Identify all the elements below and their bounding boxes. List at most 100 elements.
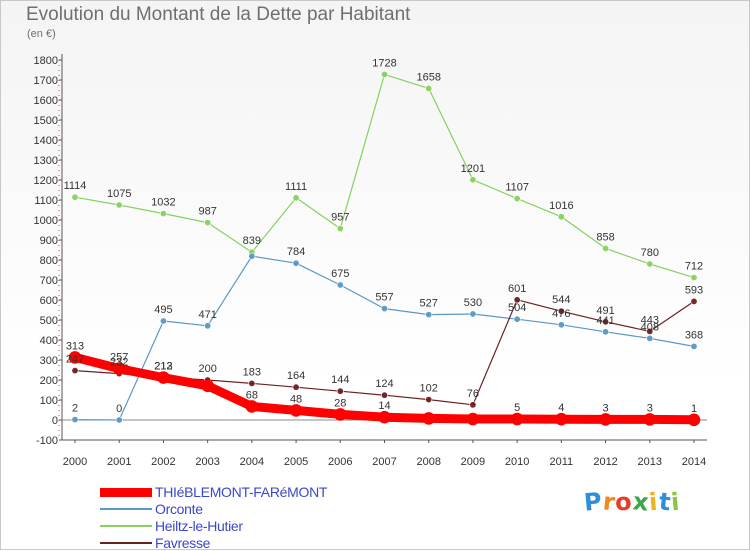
data-point [380,70,388,78]
y-tick-label: 1700 [34,75,58,87]
y-tick-label: 1200 [34,175,58,187]
x-tick-label: 2002 [151,456,175,468]
data-point [71,193,79,201]
data-label: 858 [596,231,614,243]
data-point [159,317,167,325]
data-point [602,318,610,326]
y-tick-label: 800 [40,255,58,267]
legend-swatch [100,487,152,497]
data-label: 443 [641,314,659,326]
data-label: 1016 [549,200,573,212]
data-label: 780 [641,247,659,259]
y-tick-label: 1600 [34,95,58,107]
legend-label: Heiltz-le-Hutier [155,518,243,534]
data-label: 4 [558,402,564,414]
data-point [513,315,521,323]
data-point [159,210,167,218]
data-point [201,379,214,393]
data-point [204,219,212,227]
data-label: 495 [154,304,172,316]
legend-label: Favresse [155,535,211,551]
data-label: 0 [116,403,122,415]
x-tick-label: 2008 [416,456,440,468]
data-point [425,311,433,319]
data-point [336,225,344,233]
data-label: 1111 [285,181,307,193]
data-point [555,412,568,426]
legend-item: Heiltz-le-Hutier [100,518,420,534]
data-point [292,259,300,267]
data-point [245,400,259,413]
data-point [690,342,698,350]
data-point [466,412,480,426]
data-label: 491 [596,305,614,317]
data-label: 527 [420,298,438,310]
data-label: 408 [641,321,659,333]
data-point [336,281,344,289]
data-label: 544 [552,294,570,306]
data-label: 313 [66,340,84,352]
data-point [469,401,477,409]
data-label: 200 [198,363,216,375]
chart-title: Evolution du Montant de la Dette par Hab… [26,4,411,25]
data-label: 1075 [107,188,131,200]
data-point [68,351,82,364]
y-tick-label: 1300 [34,155,58,167]
data-label: 675 [331,268,349,280]
data-label: 471 [198,309,216,321]
data-point [510,412,524,426]
data-label: 257 [110,352,128,364]
legend-item: Favresse [100,535,420,551]
x-tick-label: 2011 [550,456,574,468]
data-label: 102 [420,383,438,395]
data-point [333,408,347,421]
x-tick-label: 2005 [284,456,308,468]
y-tick-label: -100 [36,435,58,447]
data-label: 5 [514,402,520,414]
data-label: 2 [72,403,78,415]
data-point [71,367,79,375]
y-tick-label: 1000 [34,215,58,227]
legend-label: THIéBLEMONT-FARéMONT [155,484,328,500]
data-point [643,413,657,426]
data-point [380,391,388,399]
data-point [425,396,433,404]
data-label: 593 [685,284,703,296]
data-label: 1 [691,403,697,415]
data-point [513,296,521,304]
y-tick-label: 600 [40,295,58,307]
data-point [690,274,698,282]
chart-unit: (en €) [27,28,56,40]
legend-item: Orconte [100,501,420,517]
data-label: 784 [287,246,305,258]
data-label: 68 [246,389,258,401]
data-point [71,416,79,424]
data-point [557,307,565,315]
data-point [289,404,303,417]
data-label: 247 [66,354,84,366]
y-tick-label: 100 [40,395,58,407]
data-label: 476 [552,308,570,320]
x-tick-label: 2004 [240,456,264,468]
data-point [469,310,477,318]
proxiti-logo: Proxiti [583,487,682,517]
data-label: 48 [290,393,302,405]
data-label: 183 [243,366,261,378]
data-label: 213 [154,360,172,372]
y-tick-label: 1400 [34,135,58,147]
data-label: 368 [685,329,703,341]
data-point [115,201,123,209]
data-point [646,260,654,268]
data-label: 1107 [505,182,529,194]
data-label: 28 [334,397,346,409]
logo-letter: i [669,487,682,517]
data-label: 530 [464,297,482,309]
y-tick-label: 300 [40,355,58,367]
y-tick-label: 500 [40,315,58,327]
data-point [112,362,126,375]
data-label: 14 [378,400,390,412]
data-label: 1032 [151,197,175,209]
data-point [378,410,391,424]
